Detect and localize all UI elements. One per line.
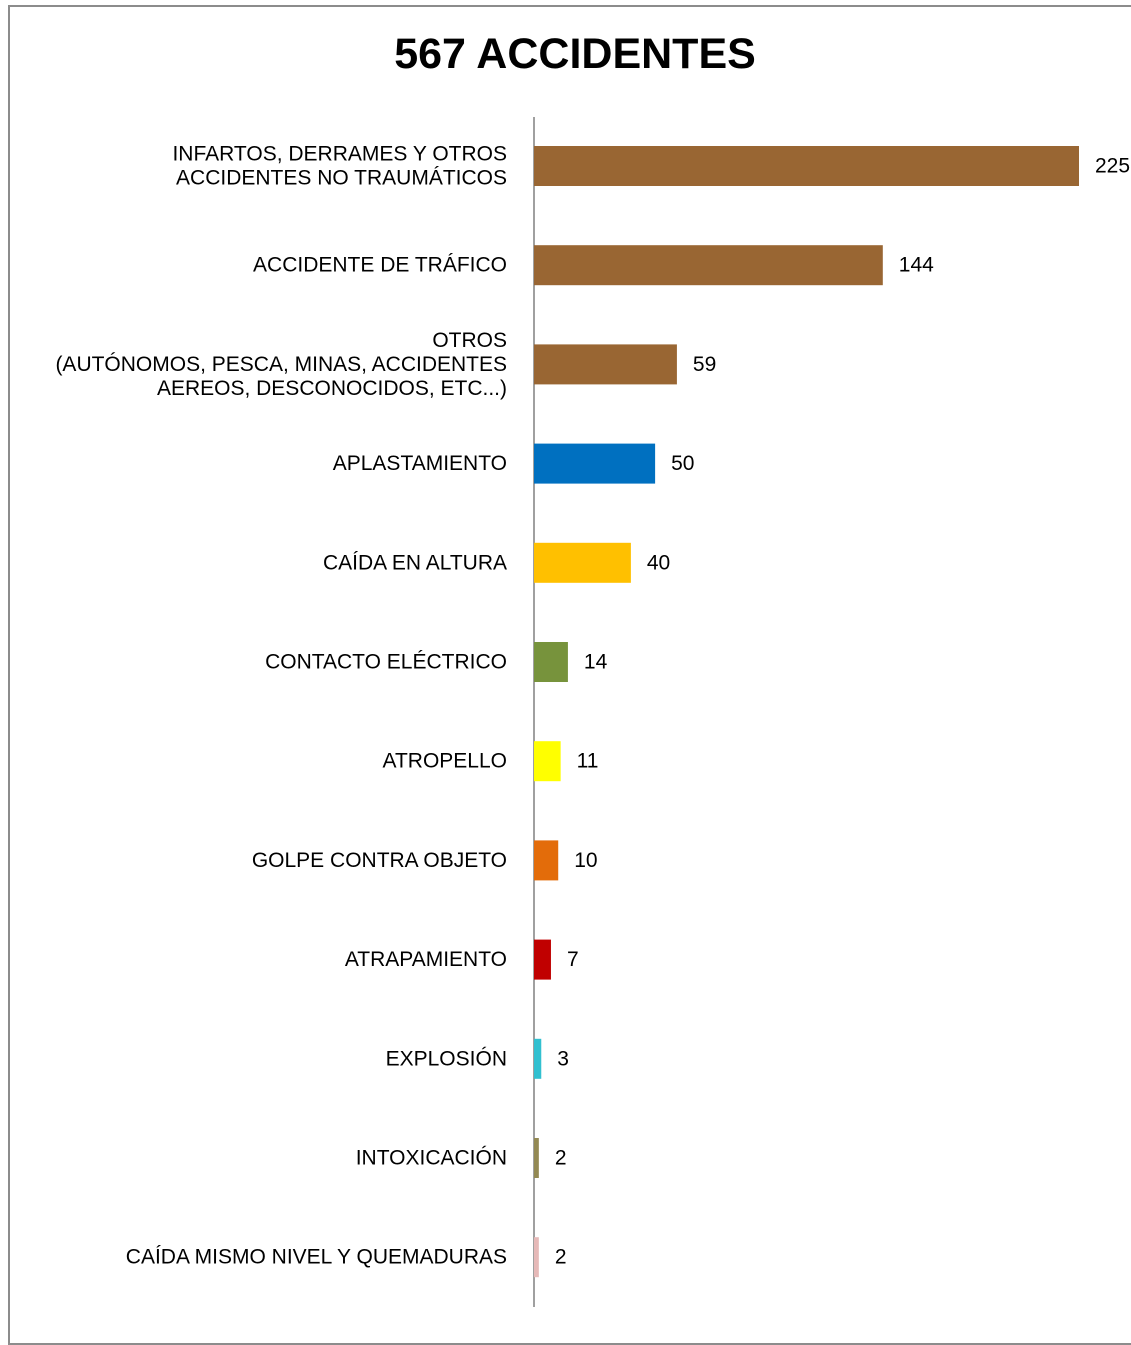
- bar-8: [534, 939, 551, 980]
- category-label-line: AEREOS, DESCONOCIDOS, ETC...): [157, 377, 507, 400]
- value-label-9: 3: [557, 1047, 569, 1070]
- bar-0: [534, 146, 1079, 186]
- value-label-1: 144: [899, 254, 934, 277]
- category-label-line: OTROS: [432, 329, 507, 352]
- category-label-line: GOLPE CONTRA OBJETO: [252, 849, 507, 872]
- category-label-line: CAÍDA EN ALTURA: [323, 551, 507, 574]
- category-label-6: ATROPELLO: [383, 750, 507, 773]
- category-label-line: APLASTAMIENTO: [333, 452, 507, 475]
- bar-2: [534, 344, 677, 385]
- category-label-line: INFARTOS, DERRAMES Y OTROS: [172, 143, 507, 166]
- bar-7: [534, 840, 559, 881]
- value-label-6: 11: [577, 750, 599, 773]
- category-label-9: EXPLOSIÓN: [386, 1047, 507, 1070]
- value-label-10: 2: [555, 1147, 567, 1170]
- value-label-4: 40: [647, 551, 670, 574]
- category-label-line: CAÍDA MISMO NIVEL Y QUEMADURAS: [126, 1246, 507, 1269]
- category-label-4: CAÍDA EN ALTURA: [323, 551, 507, 574]
- category-label-2: OTROS (AUTÓNOMOS, PESCA, MINAS, ACCIDENTE…: [55, 329, 507, 400]
- category-label-11: CAÍDA MISMO NIVEL Y QUEMADURAS: [126, 1246, 507, 1269]
- category-label-line: ACCIDENTES NO TRAUMÁTICOS: [176, 167, 507, 190]
- bar-3: [534, 443, 656, 484]
- category-label-3: APLASTAMIENTO: [333, 452, 507, 475]
- bar-9: [534, 1038, 542, 1079]
- category-label-0: INFARTOS, DERRAMES Y OTROS ACCIDENTES NO …: [172, 143, 507, 190]
- value-label-0: 225: [1095, 155, 1130, 178]
- chart-frame: [8, 5, 1131, 1345]
- category-label-line: CONTACTO ELÉCTRICO: [265, 651, 507, 674]
- bar-10: [534, 1138, 539, 1178]
- value-label-2: 59: [693, 353, 716, 376]
- bar-1: [534, 245, 883, 286]
- category-label-line: ATRAPAMIENTO: [345, 948, 507, 971]
- category-label-8: ATRAPAMIENTO: [345, 948, 507, 971]
- value-label-7: 10: [574, 849, 597, 872]
- category-label-line: EXPLOSIÓN: [386, 1047, 507, 1070]
- category-label-10: INTOXICACIÓN: [356, 1147, 507, 1170]
- bar-4: [534, 542, 631, 583]
- category-label-1: ACCIDENTE DE TRÁFICO: [253, 254, 507, 277]
- category-label-line: ACCIDENTE DE TRÁFICO: [253, 254, 507, 277]
- category-label-7: GOLPE CONTRA OBJETO: [252, 849, 507, 872]
- category-label-5: CONTACTO ELÉCTRICO: [265, 651, 507, 674]
- value-label-5: 14: [584, 651, 608, 674]
- value-label-8: 7: [567, 948, 579, 971]
- category-label-line: ATROPELLO: [383, 750, 507, 773]
- value-label-3: 50: [671, 452, 694, 475]
- bar-6: [534, 741, 561, 782]
- category-label-line: (AUTÓNOMOS, PESCA, MINAS, ACCIDENTES: [55, 353, 507, 376]
- chart-title: 567 ACCIDENTES: [394, 30, 756, 78]
- bar-11: [534, 1237, 539, 1278]
- value-label-11: 2: [555, 1246, 567, 1269]
- category-label-line: INTOXICACIÓN: [356, 1147, 507, 1170]
- bar-5: [534, 642, 568, 682]
